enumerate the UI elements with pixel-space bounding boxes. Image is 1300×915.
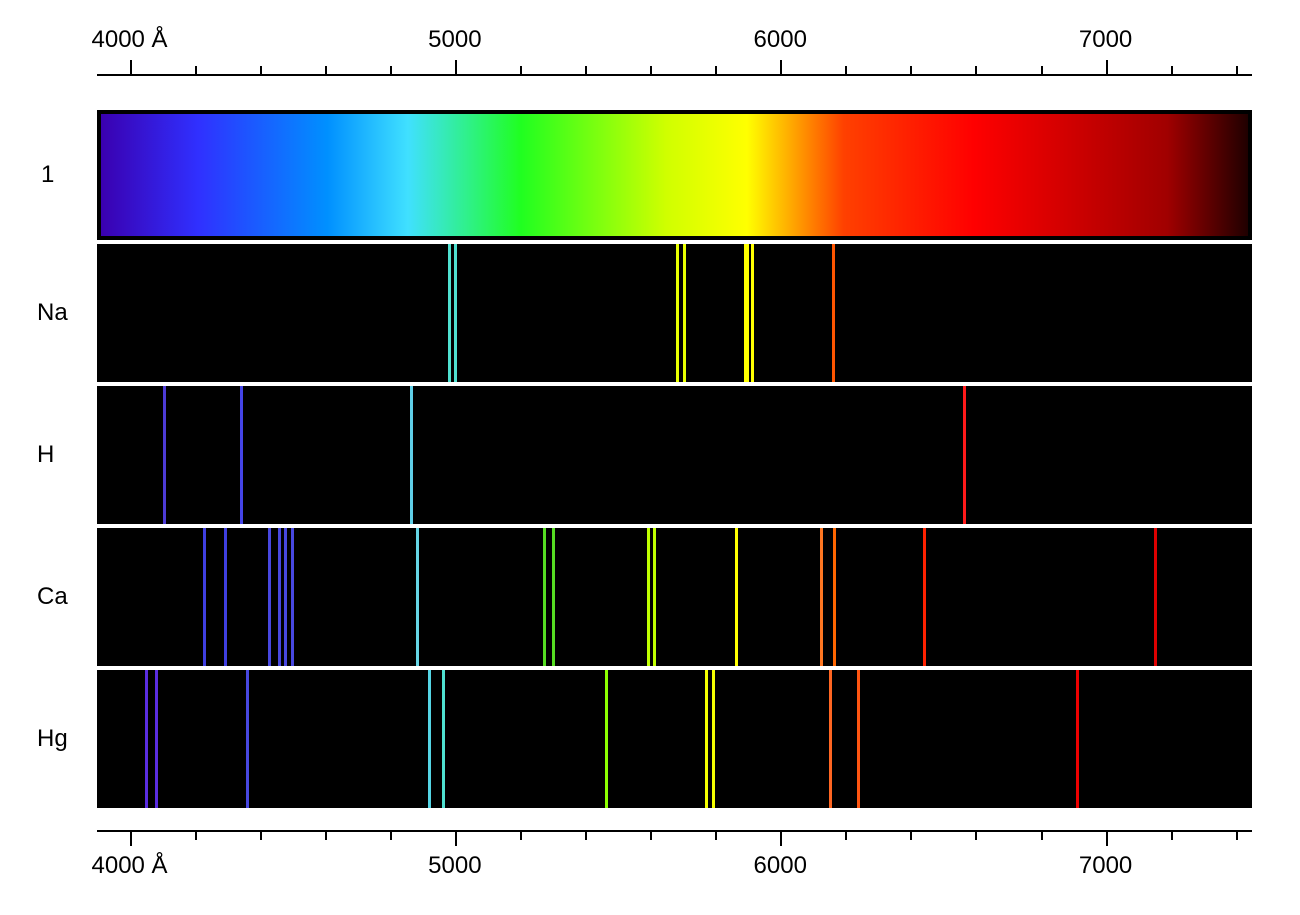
emission-line xyxy=(291,528,294,666)
tick-minor xyxy=(195,66,197,76)
emission-line xyxy=(829,670,832,808)
emission-line xyxy=(442,670,445,808)
tick-major xyxy=(1106,830,1108,846)
emission-line xyxy=(683,244,686,382)
tick-major xyxy=(455,830,457,846)
emission-row-ca: Ca xyxy=(97,524,1252,666)
tick-major xyxy=(130,60,132,76)
tick-minor xyxy=(910,66,912,76)
tick-label: 4000 Å xyxy=(91,852,167,880)
emission-row-na: Na xyxy=(97,240,1252,382)
tick-minor xyxy=(1041,830,1043,840)
tick-minor xyxy=(845,66,847,76)
row-label-continuous: 1 xyxy=(41,161,91,189)
emission-line xyxy=(1076,670,1079,808)
axis-line-top xyxy=(97,74,1252,76)
tick-label: 6000 xyxy=(754,26,807,54)
tick-minor xyxy=(390,830,392,840)
emission-line xyxy=(155,670,158,808)
tick-label: 7000 xyxy=(1079,852,1132,880)
tick-label: 7000 xyxy=(1079,26,1132,54)
row-label: Na xyxy=(37,299,87,327)
tick-minor xyxy=(1236,830,1238,840)
emission-line xyxy=(278,528,281,666)
tick-label: 5000 xyxy=(428,852,481,880)
emission-line xyxy=(735,528,738,666)
emission-line xyxy=(203,528,206,666)
emission-line xyxy=(246,670,249,808)
tick-minor xyxy=(715,66,717,76)
emission-line xyxy=(923,528,926,666)
tick-minor xyxy=(195,830,197,840)
row-label: Ca xyxy=(37,583,87,611)
tick-minor xyxy=(715,830,717,840)
tick-minor xyxy=(975,830,977,840)
emission-line xyxy=(832,244,835,382)
emission-line xyxy=(857,670,860,808)
emission-line xyxy=(224,528,227,666)
emission-line xyxy=(552,528,555,666)
tick-minor xyxy=(325,830,327,840)
emission-line xyxy=(1154,528,1157,666)
emission-row-hg: Hg xyxy=(97,666,1252,808)
tick-minor xyxy=(1041,66,1043,76)
tick-minor xyxy=(1171,830,1173,840)
emission-line xyxy=(268,528,271,666)
emission-line xyxy=(751,244,754,382)
emission-line xyxy=(705,670,708,808)
axis-bottom: 4000 Å500060007000 xyxy=(97,830,1252,884)
emission-line xyxy=(145,670,148,808)
tick-minor xyxy=(650,830,652,840)
tick-label: 6000 xyxy=(754,852,807,880)
emission-row-h: H xyxy=(97,382,1252,524)
row-label: Hg xyxy=(37,725,87,753)
tick-label: 4000 Å xyxy=(91,26,167,54)
emission-line xyxy=(454,244,457,382)
tick-minor xyxy=(975,66,977,76)
tick-major xyxy=(780,60,782,76)
emission-line xyxy=(605,670,608,808)
axis-top: 4000 Å500060007000 xyxy=(97,22,1252,76)
emission-line xyxy=(746,244,749,382)
continuous-spectrum-row: 1 xyxy=(97,110,1252,240)
emission-line xyxy=(820,528,823,666)
emission-line xyxy=(240,386,243,524)
emission-line xyxy=(428,670,431,808)
emission-line xyxy=(647,528,650,666)
emission-line xyxy=(543,528,546,666)
tick-major xyxy=(455,60,457,76)
emission-line xyxy=(448,244,451,382)
tick-major xyxy=(780,830,782,846)
tick-minor xyxy=(520,66,522,76)
tick-minor xyxy=(390,66,392,76)
tick-minor xyxy=(325,66,327,76)
emission-line xyxy=(416,528,419,666)
tick-label: 5000 xyxy=(428,26,481,54)
emission-line xyxy=(963,386,966,524)
tick-minor xyxy=(585,830,587,840)
tick-minor xyxy=(520,830,522,840)
row-label: H xyxy=(37,441,87,469)
tick-major xyxy=(1106,60,1108,76)
spectra-plot: 1 NaHCaHg xyxy=(97,110,1252,808)
tick-minor xyxy=(910,830,912,840)
tick-minor xyxy=(260,66,262,76)
tick-minor xyxy=(1171,66,1173,76)
emission-line xyxy=(676,244,679,382)
tick-minor xyxy=(260,830,262,840)
emission-line xyxy=(410,386,413,524)
tick-minor xyxy=(650,66,652,76)
tick-minor xyxy=(1236,66,1238,76)
emission-line xyxy=(653,528,656,666)
tick-minor xyxy=(585,66,587,76)
axis-line-bottom xyxy=(97,830,1252,832)
tick-major xyxy=(130,830,132,846)
emission-line xyxy=(833,528,836,666)
tick-minor xyxy=(845,830,847,840)
emission-line xyxy=(163,386,166,524)
emission-line xyxy=(712,670,715,808)
emission-line xyxy=(284,528,287,666)
